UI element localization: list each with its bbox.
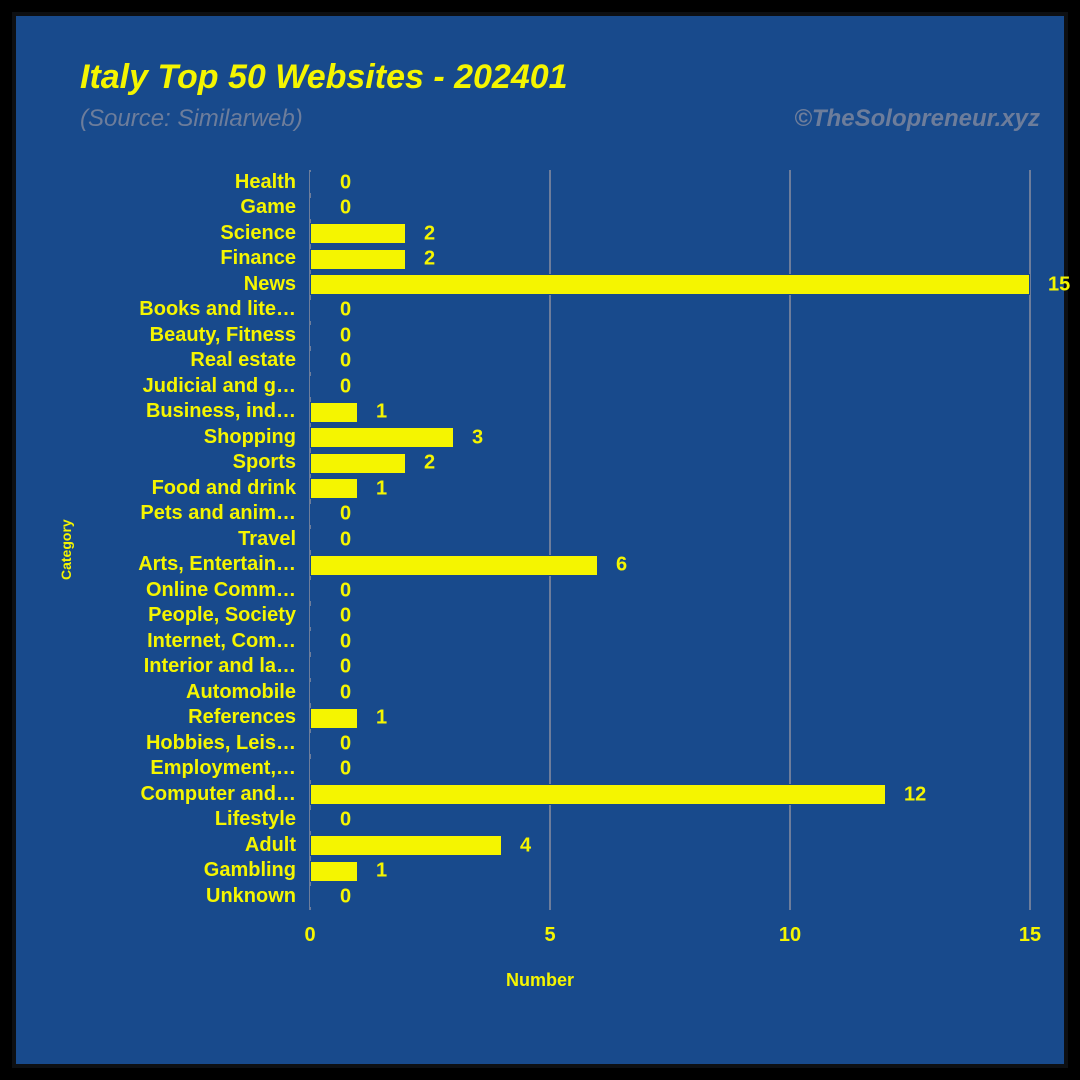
y-tick-label: Health: [96, 171, 296, 194]
y-tick-label: News: [96, 273, 296, 296]
bar: [310, 657, 312, 678]
y-tick-label: Arts, Entertain…: [96, 553, 296, 576]
bar: [310, 835, 502, 856]
bar: [310, 223, 406, 244]
bar-value-label: 3: [472, 426, 483, 449]
bar: [310, 249, 406, 270]
y-tick-label: Automobile: [96, 681, 296, 704]
bar-value-label: 0: [340, 324, 351, 347]
bar-value-label: 0: [340, 758, 351, 781]
bar-value-label: 12: [904, 783, 926, 806]
bar: [310, 274, 1030, 295]
y-tick-label: Business, ind…: [96, 400, 296, 423]
bar-value-label: 0: [340, 350, 351, 373]
y-tick-label: Beauty, Fitness: [96, 324, 296, 347]
bar: [310, 886, 312, 907]
bar-value-label: 1: [376, 401, 387, 424]
chart-subtitle: (Source: Similarweb): [80, 105, 303, 133]
bar: [310, 733, 312, 754]
bar: [310, 529, 312, 550]
bar: [310, 682, 312, 703]
y-tick-label: Adult: [96, 834, 296, 857]
bar-value-label: 15: [1048, 273, 1070, 296]
y-tick-label: References: [96, 706, 296, 729]
bar: [310, 172, 312, 193]
bar-value-label: 0: [340, 503, 351, 526]
bar-value-label: 4: [520, 834, 531, 857]
y-tick-label: Computer and…: [96, 783, 296, 806]
bar-value-label: 0: [340, 528, 351, 551]
y-tick-label: Travel: [96, 528, 296, 551]
bar-value-label: 0: [340, 375, 351, 398]
bar: [310, 427, 454, 448]
bar: [310, 631, 312, 652]
x-axis-title: Number: [0, 970, 1080, 991]
y-tick-label: Internet, Com…: [96, 630, 296, 653]
bar: [310, 198, 312, 219]
bar-value-label: 6: [616, 554, 627, 577]
y-tick-label: Real estate: [96, 349, 296, 372]
x-tick-label: 15: [1019, 924, 1041, 947]
y-tick-label: Sports: [96, 451, 296, 474]
bar-value-label: 0: [340, 299, 351, 322]
bar: [310, 784, 886, 805]
bar: [310, 861, 358, 882]
y-tick-label: Finance: [96, 247, 296, 270]
bar-value-label: 0: [340, 171, 351, 194]
bar: [310, 580, 312, 601]
y-tick-label: Food and drink: [96, 477, 296, 500]
bar: [310, 325, 312, 346]
y-tick-label: Pets and anim…: [96, 502, 296, 525]
bar-value-label: 0: [340, 656, 351, 679]
bar: [310, 478, 358, 499]
bar: [310, 555, 598, 576]
y-tick-label: Game: [96, 196, 296, 219]
y-tick-label: Hobbies, Leis…: [96, 732, 296, 755]
bar-value-label: 1: [376, 860, 387, 883]
y-axis-title: Category: [58, 519, 74, 580]
x-tick-label: 5: [544, 924, 555, 947]
x-tick-label: 10: [779, 924, 801, 947]
y-tick-label: Gambling: [96, 859, 296, 882]
bar: [310, 606, 312, 627]
y-tick-label: Online Comm…: [96, 579, 296, 602]
bar: [310, 453, 406, 474]
bar-value-label: 2: [424, 248, 435, 271]
bar-value-label: 0: [340, 809, 351, 832]
bar: [310, 300, 312, 321]
bar: [310, 708, 358, 729]
y-tick-label: People, Society: [96, 604, 296, 627]
bar: [310, 351, 312, 372]
x-tick-label: 0: [304, 924, 315, 947]
bar-value-label: 0: [340, 605, 351, 628]
bar-value-label: 0: [340, 681, 351, 704]
bar-value-label: 0: [340, 579, 351, 602]
y-tick-label: Employment,…: [96, 757, 296, 780]
bar: [310, 810, 312, 831]
bar-value-label: 0: [340, 732, 351, 755]
chart-title: Italy Top 50 Websites - 202401: [80, 58, 568, 97]
y-tick-label: Lifestyle: [96, 808, 296, 831]
bar: [310, 402, 358, 423]
y-tick-label: Interior and la…: [96, 655, 296, 678]
y-tick-label: Shopping: [96, 426, 296, 449]
bar-value-label: 0: [340, 197, 351, 220]
chart-credit: ©TheSolopreneur.xyz: [794, 105, 1040, 133]
bar-value-label: 0: [340, 885, 351, 908]
y-tick-label: Judicial and g…: [96, 375, 296, 398]
y-tick-label: Unknown: [96, 885, 296, 908]
y-tick-label: Science: [96, 222, 296, 245]
bar-value-label: 0: [340, 630, 351, 653]
bar-value-label: 2: [424, 452, 435, 475]
bar-value-label: 1: [376, 707, 387, 730]
bar: [310, 376, 312, 397]
bar-value-label: 1: [376, 477, 387, 500]
bar: [310, 504, 312, 525]
y-tick-label: Books and lite…: [96, 298, 296, 321]
bar-value-label: 2: [424, 222, 435, 245]
bar: [310, 759, 312, 780]
